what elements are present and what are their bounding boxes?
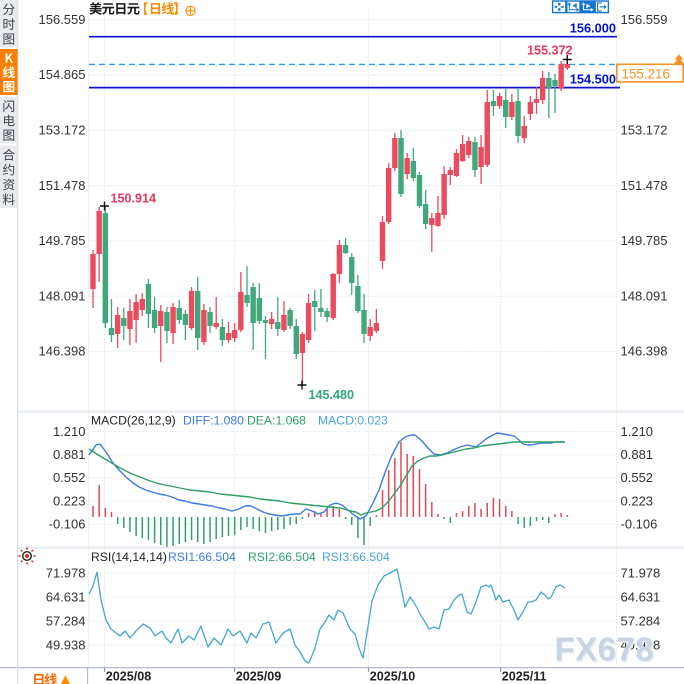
svg-text:71.978: 71.978 xyxy=(621,565,661,580)
svg-text:MACD:0.023: MACD:0.023 xyxy=(318,414,388,428)
svg-text:146.398: 146.398 xyxy=(621,344,668,359)
svg-text:0.552: 0.552 xyxy=(53,470,86,485)
svg-text:148.091: 148.091 xyxy=(39,288,86,303)
svg-text:0.223: 0.223 xyxy=(53,493,86,508)
svg-text:154.500: 154.500 xyxy=(570,71,616,86)
svg-text:-0.106: -0.106 xyxy=(49,517,86,532)
svg-text:2025/09: 2025/09 xyxy=(236,669,282,683)
svg-text:149.785: 149.785 xyxy=(621,233,668,248)
svg-text:1.210: 1.210 xyxy=(621,424,654,439)
svg-text:151.478: 151.478 xyxy=(39,178,86,193)
svg-text:DEA:1.068: DEA:1.068 xyxy=(247,414,306,428)
svg-text:145.480: 145.480 xyxy=(309,388,355,402)
svg-text:57.284: 57.284 xyxy=(621,613,661,628)
svg-text:64.631: 64.631 xyxy=(46,589,86,604)
svg-text:MACD(26,12,9): MACD(26,12,9) xyxy=(91,414,176,428)
svg-text:150.914: 150.914 xyxy=(111,192,157,206)
svg-text:0.881: 0.881 xyxy=(53,447,86,462)
svg-text:57.284: 57.284 xyxy=(46,613,86,628)
svg-text:149.785: 149.785 xyxy=(39,233,86,248)
svg-text:155.216: 155.216 xyxy=(622,66,670,81)
svg-text:RSI1:66.504: RSI1:66.504 xyxy=(168,550,236,564)
svg-text:DIFF:1.080: DIFF:1.080 xyxy=(183,414,244,428)
svg-text:RSI(14,14,14): RSI(14,14,14) xyxy=(91,550,167,564)
svg-text:155.372: 155.372 xyxy=(527,43,573,57)
svg-text:64.631: 64.631 xyxy=(621,589,661,604)
svg-text:146.398: 146.398 xyxy=(39,344,86,359)
svg-text:RSI2:66.504: RSI2:66.504 xyxy=(248,550,316,564)
svg-text:0.552: 0.552 xyxy=(621,470,654,485)
svg-text:1.210: 1.210 xyxy=(53,424,86,439)
svg-text:148.091: 148.091 xyxy=(621,288,668,303)
svg-text:FX678: FX678 xyxy=(556,632,656,669)
svg-text:151.478: 151.478 xyxy=(621,178,668,193)
svg-text:FX678: FX678 xyxy=(555,630,655,667)
svg-text:49.938: 49.938 xyxy=(46,637,86,652)
svg-text:153.172: 153.172 xyxy=(39,123,86,138)
svg-text:RSI3:66.504: RSI3:66.504 xyxy=(322,550,390,564)
svg-text:49.938: 49.938 xyxy=(621,637,661,652)
svg-text:2025/10: 2025/10 xyxy=(370,669,416,683)
svg-text:0.881: 0.881 xyxy=(621,447,654,462)
svg-text:71.978: 71.978 xyxy=(46,565,86,580)
svg-text:2025/08: 2025/08 xyxy=(106,669,152,683)
svg-text:153.172: 153.172 xyxy=(621,123,668,138)
svg-text:0.223: 0.223 xyxy=(621,493,654,508)
svg-text:-0.106: -0.106 xyxy=(621,517,658,532)
svg-text:156.000: 156.000 xyxy=(570,21,616,36)
svg-text:156.559: 156.559 xyxy=(39,12,86,27)
svg-text:2025/11: 2025/11 xyxy=(502,669,547,683)
svg-text:156.559: 156.559 xyxy=(621,12,668,27)
svg-text:154.865: 154.865 xyxy=(39,67,86,82)
